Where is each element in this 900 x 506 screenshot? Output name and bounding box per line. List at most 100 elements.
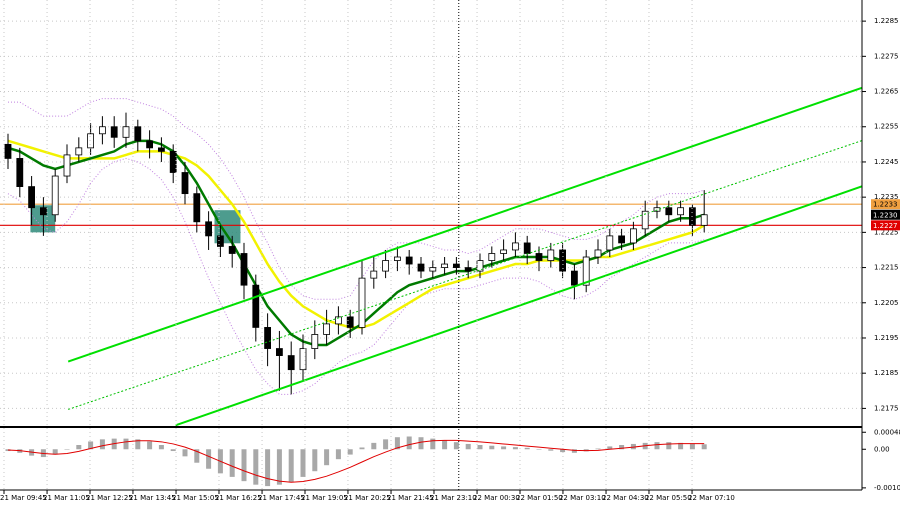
macd-bar [276,449,282,485]
y-tick-label: 1.2205 [874,299,899,307]
x-tick-label: 21 Mar 20:25 [344,494,391,502]
candle-body [146,140,154,149]
candle-body [299,348,307,371]
macd-bar [88,441,94,450]
macd-bar [99,439,105,450]
macd-bar [524,447,530,450]
y-tick-label: 1.2245 [874,158,899,166]
candle-body [216,235,224,247]
candle-body [630,228,637,244]
macd-bar [501,446,507,450]
x-tick-label: 21 Mar 23:10 [430,494,477,502]
candle-body [181,172,189,195]
macd-bar [607,446,613,450]
candle-body [547,249,555,261]
y-tick-label: 0.00 [874,445,890,453]
x-tick-label: 22 Mar 04:30 [602,494,649,502]
y-tick-label: 1.2285 [874,17,899,25]
candle-body [476,260,484,272]
x-tick-label: 21 Mar 16:25 [215,494,262,502]
candle-body [618,235,625,244]
x-tick-label: 21 Mar 15:05 [172,494,219,502]
candle-body [358,277,366,328]
candle-body [405,256,413,265]
candle-body [535,253,543,261]
candle-body [75,147,83,156]
candle-body [334,316,342,325]
x-tick-label: 22 Mar 05:50 [645,494,692,502]
candle-body [240,253,248,286]
macd-bar [123,438,129,450]
candle-body [87,133,94,149]
candle-body [512,242,519,251]
last-price-tag: 1.2230 [873,211,898,219]
candle-body [28,186,36,209]
candle-body [488,253,496,261]
candle-body [571,270,578,286]
macd-bar [489,445,495,450]
macd-bar [371,442,377,450]
candle-body [429,267,437,272]
last-price-tag-box [871,209,900,220]
level-tag-box [871,199,900,210]
candle-body [4,143,12,159]
macd-bar [442,440,448,450]
x-tick-label: 22 Mar 07:10 [688,494,735,502]
candle-body [63,154,71,177]
y-tick-label: -0.00109 [874,484,900,492]
macd-bar [394,437,400,450]
candle-body [382,260,390,272]
macd-bar [560,449,566,453]
macd-bar [536,449,542,450]
x-tick-label: 21 Mar 17:45 [258,494,305,502]
y-tick-label: 1.2195 [874,334,899,342]
trend-channel [67,86,863,363]
level-tag: 1.2227 [873,222,898,230]
macd-bar [265,449,271,487]
level-tag-box [871,220,900,231]
macd-bar [288,449,294,482]
x-tick-label: 22 Mar 03:10 [559,494,606,502]
candle-body [157,147,165,152]
x-tick-label: 21 Mar 12:25 [86,494,133,502]
macd-bar [335,449,341,460]
macd-bar [158,445,164,450]
y-tick-label: 1.2235 [874,193,899,201]
macd-bar [418,437,424,450]
macd-bar [229,449,235,477]
candle-body [122,126,130,138]
candle-body [370,270,378,279]
candle-body [311,334,319,349]
candle-body [500,249,508,254]
candle-body [594,249,602,258]
macd-bar [52,449,58,455]
candle-body [452,263,460,268]
macd-bar [512,447,518,450]
candle-body [110,126,118,138]
x-tick-label: 21 Mar 21:45 [387,494,434,502]
macd-bar [678,442,684,450]
macd-bar [347,449,353,455]
macd-bar [430,438,436,450]
candle-body [16,158,24,187]
candle-body [323,323,331,335]
candle-body [677,207,684,216]
y-tick-label: 1.2185 [874,369,899,377]
macd-bar [182,449,188,457]
candle-body [51,175,59,216]
macd-bar [595,448,601,450]
macd-bar [324,449,330,466]
macd-bar [666,442,672,450]
macd-bar [477,445,483,450]
macd-bar [619,445,625,450]
candle-body [441,263,449,268]
candle-body [228,246,236,254]
panel-separator [0,426,862,428]
macd-bar [630,443,636,450]
macd-bar [147,441,153,450]
level-tag: 1.2233 [873,201,898,209]
candle-body [99,126,106,135]
macd-bar [359,447,365,450]
